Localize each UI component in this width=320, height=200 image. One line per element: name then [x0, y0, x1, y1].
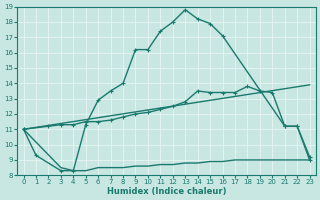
X-axis label: Humidex (Indice chaleur): Humidex (Indice chaleur)	[107, 187, 226, 196]
